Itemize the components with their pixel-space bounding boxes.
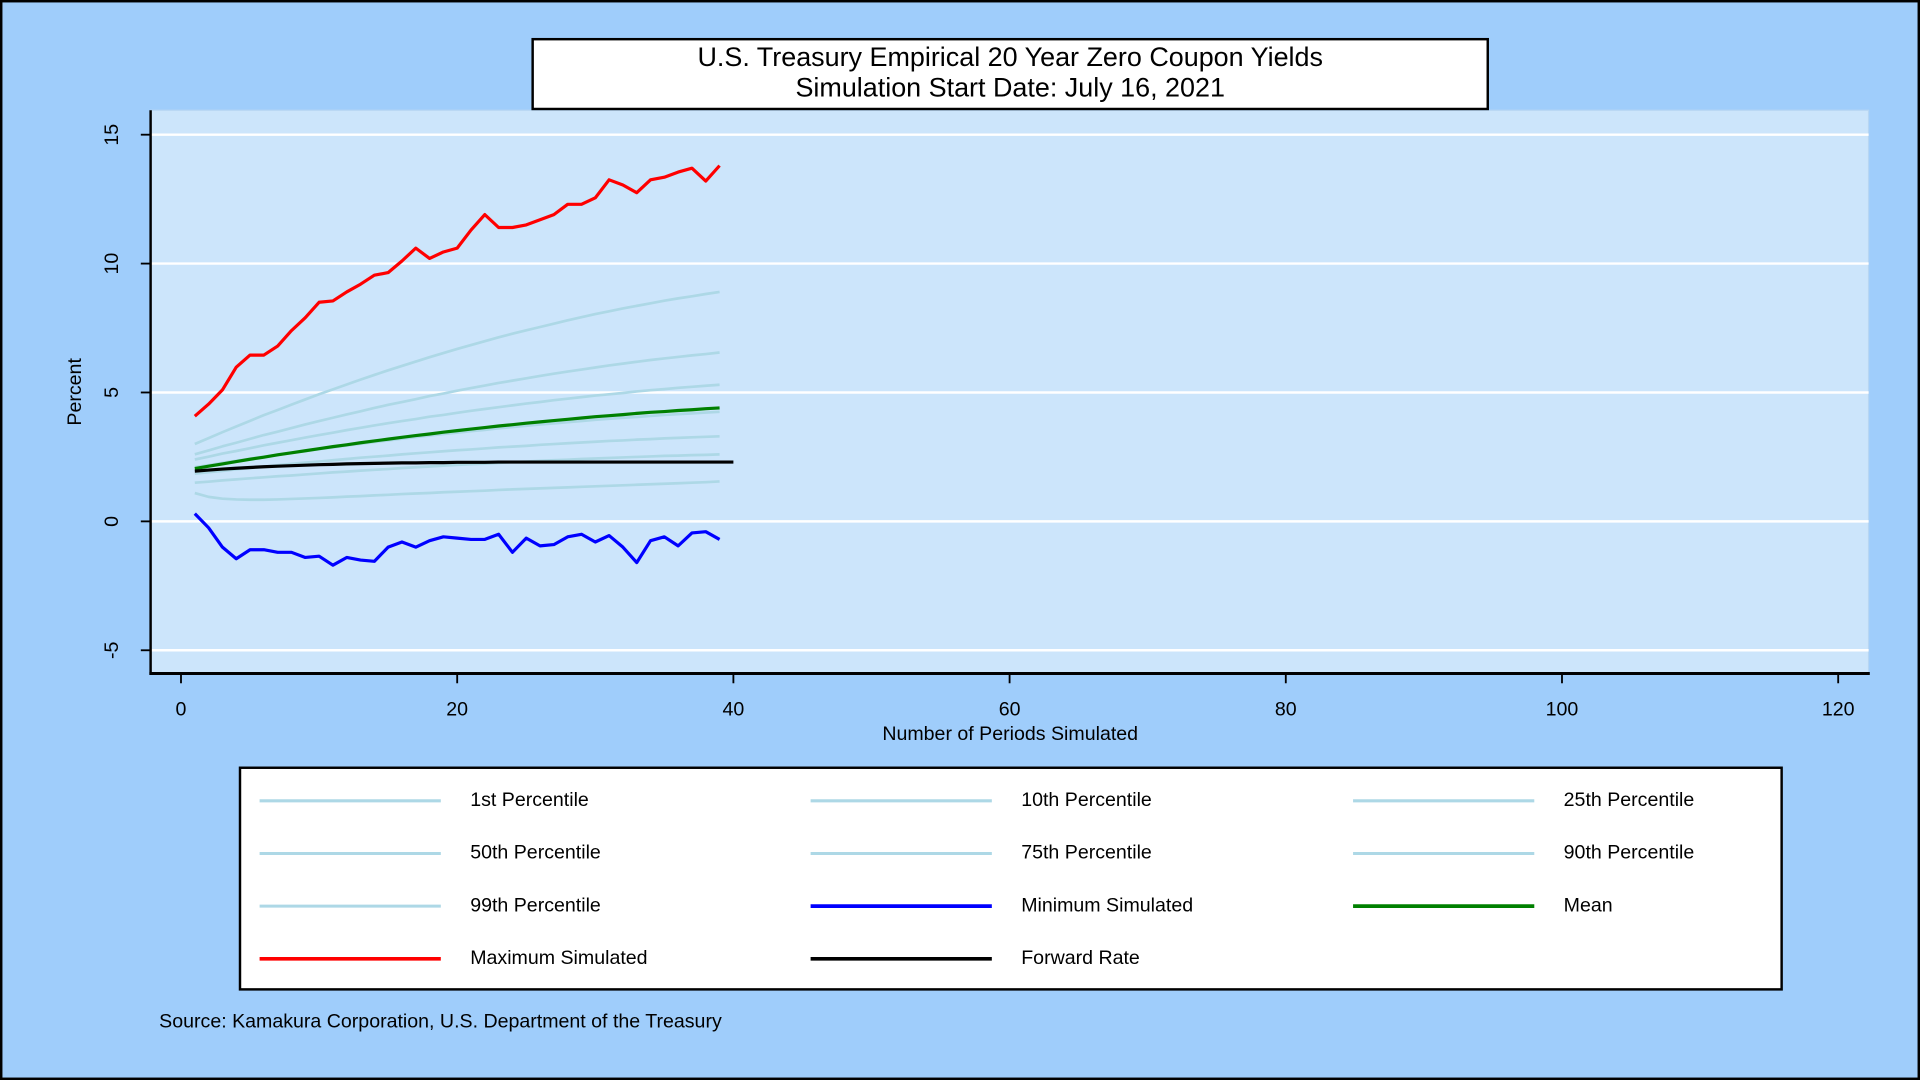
x-tick-label: 40 xyxy=(723,698,745,720)
y-tick-label: 5 xyxy=(101,387,123,398)
legend-label: Mean xyxy=(1564,894,1613,916)
chart-title: U.S. Treasury Empirical 20 Year Zero Cou… xyxy=(697,42,1323,72)
source-note: Source: Kamakura Corporation, U.S. Depar… xyxy=(159,1011,722,1033)
legend-label: Minimum Simulated xyxy=(1021,894,1193,916)
legend-label: 50th Percentile xyxy=(470,842,601,864)
series-line xyxy=(194,383,720,461)
series-line xyxy=(194,453,720,485)
lines xyxy=(193,164,734,567)
grid xyxy=(150,133,1869,652)
y-axis-label: Percent xyxy=(64,358,86,426)
legend-label: Maximum Simulated xyxy=(470,947,647,969)
legend-label: Forward Rate xyxy=(1021,947,1140,969)
legend-label: 25th Percentile xyxy=(1564,789,1695,811)
x-tick-label: 60 xyxy=(999,698,1021,720)
legend-label: 99th Percentile xyxy=(470,894,601,916)
x-tick-label: 120 xyxy=(1822,698,1855,720)
axes: -5 0 5 10 15 0 20 40 60 80 100 120 xyxy=(101,110,1870,720)
chart-subtitle: Simulation Start Date: July 16, 2021 xyxy=(795,72,1225,102)
series-line xyxy=(193,512,721,567)
series-line xyxy=(194,351,720,456)
y-tick-label: 10 xyxy=(101,253,123,275)
y-tick-label: -5 xyxy=(101,641,123,659)
x-tick-label: 20 xyxy=(446,698,468,720)
y-tick-label: 0 xyxy=(101,516,123,527)
x-tick-label: 0 xyxy=(176,698,187,720)
legend-label: 10th Percentile xyxy=(1021,789,1152,811)
legend-label: 75th Percentile xyxy=(1021,842,1152,864)
x-axis-label: Number of Periods Simulated xyxy=(882,723,1138,745)
series-line xyxy=(194,406,720,471)
series-line xyxy=(194,480,720,502)
series-line xyxy=(193,164,721,418)
legend-label: 90th Percentile xyxy=(1564,842,1695,864)
series-line xyxy=(194,290,720,446)
legend-box xyxy=(238,766,1783,991)
x-tick-label: 100 xyxy=(1546,698,1579,720)
y-tick-label: 15 xyxy=(101,124,123,146)
series-line xyxy=(194,460,734,473)
x-tick-label: 80 xyxy=(1275,698,1297,720)
legend: 1st Percentile 10th Percentile 25th Percen… xyxy=(259,789,1695,969)
legend-label: 1st Percentile xyxy=(470,789,589,811)
title-box xyxy=(531,37,1489,111)
